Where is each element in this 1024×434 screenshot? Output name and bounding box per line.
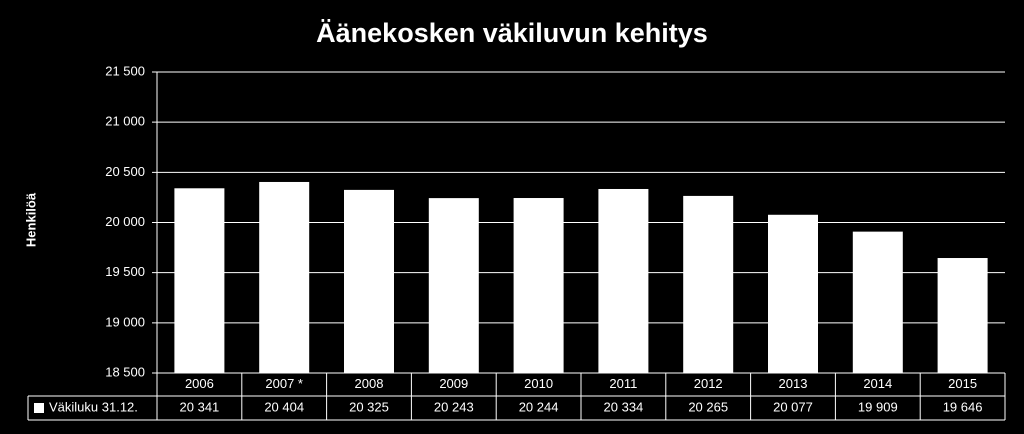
value-label: 19 646 <box>943 399 983 414</box>
x-tick-label: 2011 <box>609 376 637 391</box>
value-label: 20 404 <box>264 399 304 414</box>
bar <box>513 198 564 373</box>
y-tick-label: 21 500 <box>105 63 145 78</box>
bar <box>174 188 225 373</box>
value-label: 19 909 <box>858 399 898 414</box>
y-tick-label: 19 000 <box>105 314 145 329</box>
bar <box>428 198 479 373</box>
bar <box>259 181 310 373</box>
legend-swatch <box>34 403 44 413</box>
value-label: 20 243 <box>434 399 474 414</box>
value-label: 20 077 <box>773 399 813 414</box>
bar <box>344 189 394 373</box>
y-tick-label: 21 000 <box>105 114 145 129</box>
x-tick-label: 2013 <box>779 376 808 391</box>
bar <box>683 195 734 373</box>
value-label: 20 341 <box>180 399 220 414</box>
x-tick-label: 2010 <box>524 376 553 391</box>
y-tick-label: 20 000 <box>105 214 145 229</box>
y-tick-label: 18 500 <box>105 364 145 379</box>
x-tick-label: 2015 <box>948 376 977 391</box>
bar <box>852 231 903 373</box>
value-label: 20 265 <box>688 399 728 414</box>
value-label: 20 325 <box>349 399 389 414</box>
bar <box>598 188 649 373</box>
x-tick-label: 2012 <box>694 376 723 391</box>
y-axis-label: Henkilöä <box>23 192 38 247</box>
chart-title: Äänekosken väkiluvun kehitys <box>316 18 708 48</box>
y-tick-label: 20 500 <box>105 164 145 179</box>
x-tick-label: 2006 <box>185 376 214 391</box>
y-tick-label: 19 500 <box>105 264 145 279</box>
legend-label: Väkiluku 31.12. <box>49 399 138 414</box>
x-tick-label: 2008 <box>355 376 384 391</box>
x-tick-label: 2007 * <box>265 376 303 391</box>
x-tick-label: 2009 <box>439 376 468 391</box>
value-label: 20 334 <box>604 399 644 414</box>
bar <box>937 258 988 373</box>
x-tick-label: 2014 <box>863 376 892 391</box>
value-label: 20 244 <box>519 399 559 414</box>
bar <box>768 214 818 373</box>
